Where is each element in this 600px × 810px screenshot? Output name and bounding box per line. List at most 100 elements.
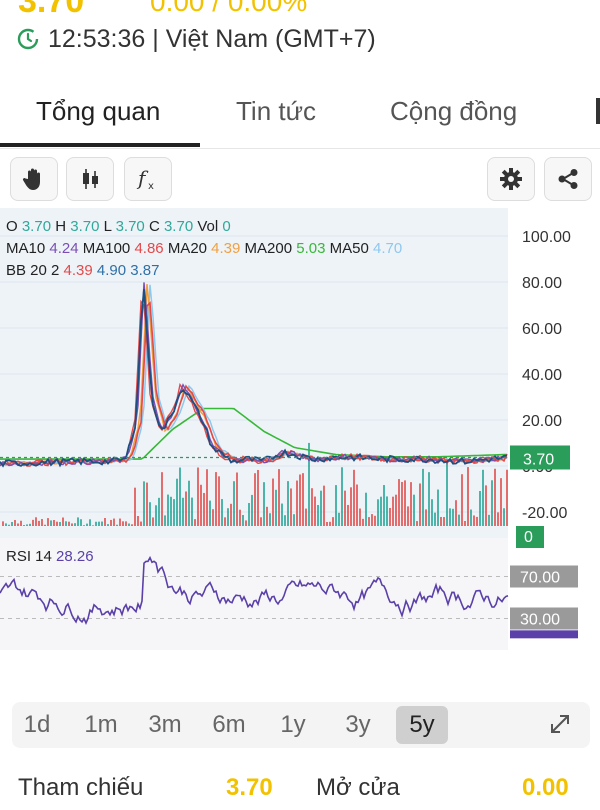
ma20-value: 4.39 (211, 240, 241, 257)
volume-bar (212, 509, 214, 526)
volume-bar (233, 481, 235, 526)
volume-bar (185, 491, 187, 526)
volume-bar (332, 517, 334, 526)
rsi-tick-label: 30.00 (520, 612, 560, 629)
fullscreen-button[interactable] (546, 710, 574, 743)
volume-bar (380, 496, 382, 526)
volume-bar (440, 516, 442, 526)
hand-tool-button[interactable] (10, 157, 58, 201)
range-1y[interactable]: 1y (280, 711, 306, 738)
rsi-value-badge (510, 630, 578, 639)
price-badge-label: 3.70 (523, 451, 554, 468)
indicators-button[interactable]: f x (124, 157, 172, 201)
volume-bar (104, 518, 106, 526)
volume-bar (299, 474, 301, 526)
volume-bar (170, 496, 172, 526)
rsi-level-badge (510, 565, 578, 588)
tab-overflow-edge (596, 98, 600, 124)
volume-bar (92, 525, 94, 526)
volume-bar (26, 524, 28, 526)
volume-bar (215, 472, 217, 526)
expand-icon (551, 715, 569, 733)
volume-bar (110, 519, 112, 526)
time-label: 12:53:36 | Việt Nam (GMT+7) (48, 24, 376, 53)
volume-bar (134, 487, 136, 526)
svg-text:x: x (148, 181, 154, 192)
volume-bar (209, 500, 211, 526)
low-value: 3.70 (115, 218, 145, 235)
volume-bar (32, 519, 34, 526)
range-5y[interactable]: 5y (396, 706, 448, 744)
range-3y[interactable]: 3y (345, 711, 371, 738)
function-icon: f x (136, 166, 154, 192)
volume-bar (50, 520, 52, 526)
volume-bar (464, 521, 466, 526)
volume-bar (458, 514, 460, 526)
volume-bar (266, 506, 268, 526)
quote-stats: Tham chiếu 3.70 Mở cửa 0.00 (0, 770, 600, 810)
share-button[interactable] (544, 157, 592, 201)
volume-bar (71, 523, 73, 526)
y-tick-label: 80.00 (522, 275, 562, 292)
y-tick-label: -20.00 (522, 505, 567, 522)
volume-bar (140, 521, 142, 526)
volume-bar (23, 524, 25, 526)
price-chart[interactable]: 100.0080.0060.0040.0020.000.00-20.003.70… (0, 208, 600, 678)
volume-bar (152, 517, 154, 526)
volume-bar (269, 513, 271, 526)
volume-bar (323, 485, 325, 526)
volume-bar (482, 469, 484, 526)
volume-bar (242, 515, 244, 526)
volume-bar (53, 520, 55, 526)
volume-bar (287, 481, 289, 526)
volume-bar (434, 512, 436, 526)
price-header: 3.70 0.00 / 0.00% (0, 0, 600, 20)
range-1d[interactable]: 1d (23, 711, 51, 738)
volume-bar (410, 482, 412, 526)
volume-bar (206, 469, 208, 526)
chart-toolbar: f x (0, 155, 600, 207)
y-tick-label: 20.00 (522, 413, 562, 430)
volume-bar (377, 499, 379, 526)
volume-bar (56, 521, 58, 526)
volume-bar (101, 521, 103, 526)
volume-bar (467, 467, 469, 526)
range-3m[interactable]: 3m (148, 711, 182, 738)
volume-bar (62, 517, 64, 526)
volume-bar (308, 442, 310, 526)
volume-bar (128, 523, 130, 526)
volume-bar (113, 518, 115, 526)
volume-bar (416, 521, 418, 526)
volume-bar (41, 519, 43, 526)
volume-bar (314, 496, 316, 526)
volume-bar (74, 523, 76, 526)
chart-settings-button[interactable] (487, 157, 535, 201)
volume-bar (389, 507, 391, 526)
volume-bar (431, 499, 433, 526)
volume-bar (506, 469, 508, 526)
volume-bar (47, 518, 49, 526)
volume-bar (383, 485, 385, 526)
volume-bar (326, 521, 328, 526)
chart-type-button[interactable] (66, 157, 114, 201)
tab-community[interactable]: Cộng đồng (390, 96, 518, 126)
volume-bar (311, 488, 313, 526)
tab-overview[interactable]: Tổng quan (36, 96, 161, 126)
range-1m[interactable]: 1m (84, 711, 118, 738)
volume-bar (449, 508, 451, 526)
bb-legend: BB 20 2 4.39 4.90 3.87 (6, 262, 160, 279)
reference-value: 3.70 (226, 774, 273, 801)
volume-bar (227, 508, 229, 526)
volume-bar (95, 521, 97, 526)
hand-icon (22, 168, 40, 190)
chart-canvas[interactable]: 100.0080.0060.0040.0020.000.00-20.003.70… (0, 208, 600, 678)
volume-bar (425, 509, 427, 526)
ma10-value: 4.24 (49, 240, 79, 257)
volume-bar (167, 494, 169, 526)
range-6m[interactable]: 6m (212, 711, 246, 738)
volume-bar (173, 499, 175, 526)
volume-bar (86, 523, 88, 526)
tab-news[interactable]: Tin tức (236, 96, 317, 126)
volume-bar (476, 516, 478, 526)
y-tick-label: 60.00 (522, 321, 562, 338)
